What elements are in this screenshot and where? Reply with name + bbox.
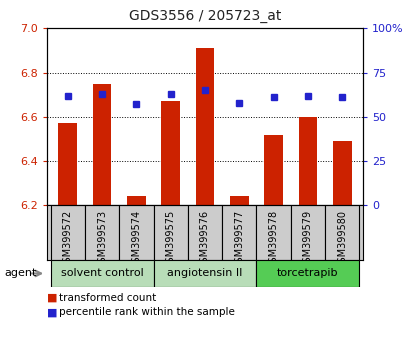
Text: solvent control: solvent control: [61, 268, 143, 279]
Text: ■: ■: [47, 293, 58, 303]
Bar: [263, 135, 282, 205]
Text: percentile rank within the sample: percentile rank within the sample: [59, 307, 235, 317]
Text: GSM399576: GSM399576: [200, 210, 209, 269]
Bar: [92, 84, 111, 205]
Text: GSM399573: GSM399573: [97, 210, 107, 269]
Text: GSM399572: GSM399572: [63, 210, 72, 269]
Bar: [153, 205, 187, 260]
Text: agent: agent: [4, 268, 36, 279]
Bar: [229, 196, 248, 205]
Text: GSM399575: GSM399575: [165, 210, 175, 269]
Text: GSM399574: GSM399574: [131, 210, 141, 269]
Bar: [153, 260, 256, 287]
Bar: [298, 117, 317, 205]
Bar: [161, 101, 180, 205]
Text: angiotensin II: angiotensin II: [167, 268, 242, 279]
Bar: [58, 124, 77, 205]
Text: GSM399577: GSM399577: [234, 210, 244, 269]
Text: GSM399579: GSM399579: [302, 210, 312, 269]
Text: GSM399578: GSM399578: [268, 210, 278, 269]
Bar: [195, 48, 214, 205]
Text: GDS3556 / 205723_at: GDS3556 / 205723_at: [128, 9, 281, 23]
Bar: [127, 196, 146, 205]
Text: ■: ■: [47, 307, 58, 317]
Bar: [256, 205, 290, 260]
Bar: [332, 141, 351, 205]
Text: transformed count: transformed count: [59, 293, 156, 303]
Text: torcetrapib: torcetrapib: [276, 268, 338, 279]
Bar: [324, 205, 359, 260]
Bar: [187, 205, 222, 260]
Text: GSM399580: GSM399580: [337, 210, 346, 269]
Bar: [85, 205, 119, 260]
Bar: [256, 260, 359, 287]
Bar: [50, 260, 153, 287]
Bar: [222, 205, 256, 260]
Bar: [290, 205, 324, 260]
Bar: [50, 205, 85, 260]
Bar: [119, 205, 153, 260]
